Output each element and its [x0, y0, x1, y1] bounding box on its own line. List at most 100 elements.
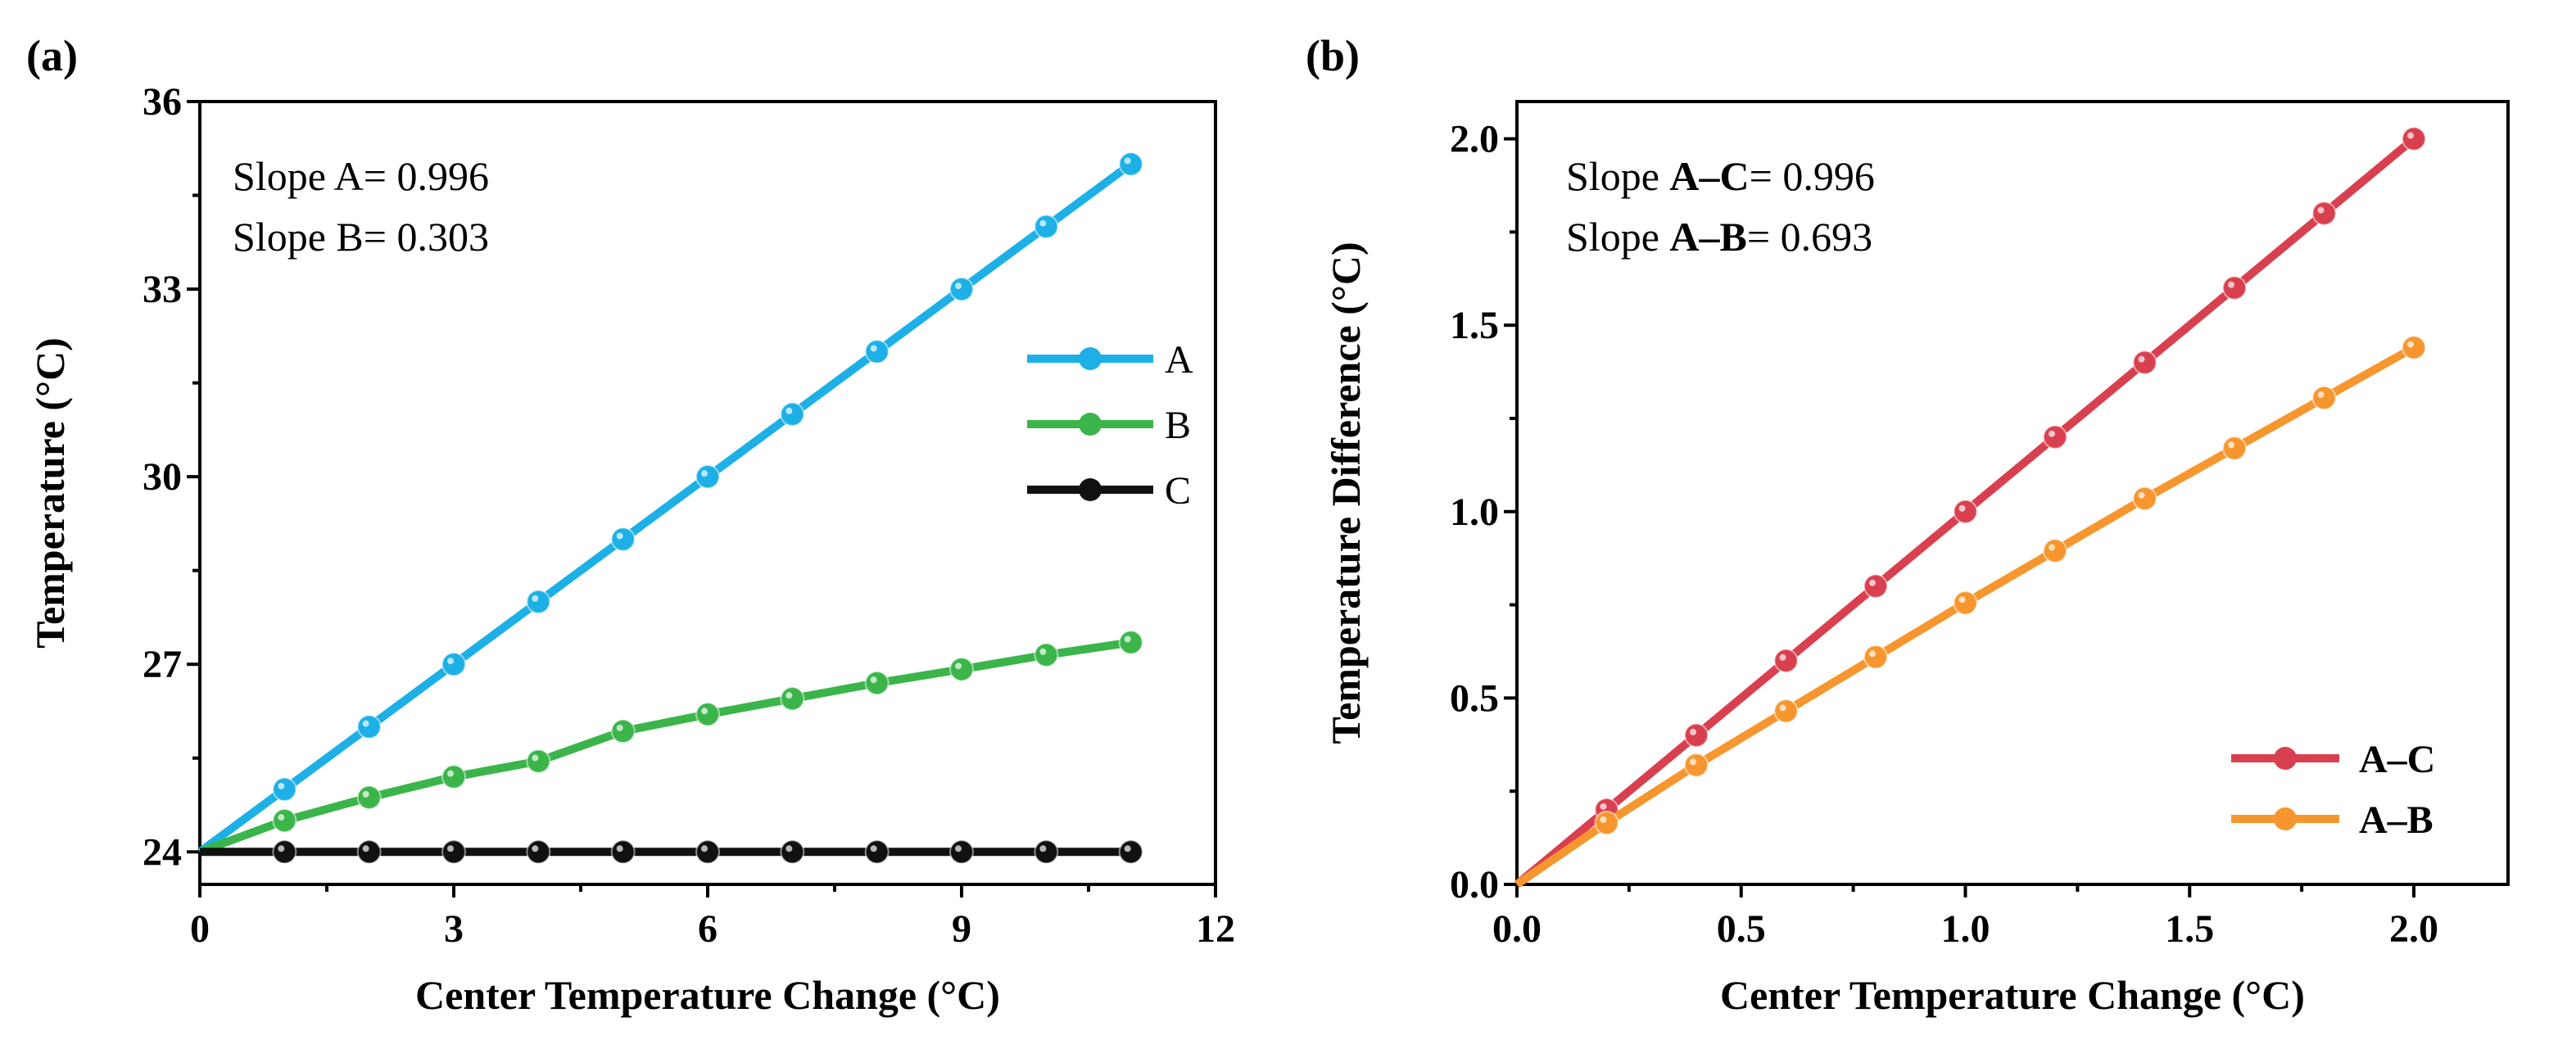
annotation-part: Slope	[1566, 153, 1669, 199]
data-point-highlight	[532, 845, 539, 852]
data-point-highlight	[1779, 704, 1786, 712]
data-point	[2311, 201, 2337, 226]
x-axis-label: Center Temperature Change (°C)	[1720, 972, 2305, 1018]
data-point-highlight	[1124, 635, 1131, 643]
data-point-highlight	[1039, 648, 1047, 655]
series-A–C: A–C	[1514, 126, 2435, 888]
data-point	[2132, 486, 2157, 511]
data-point	[780, 839, 805, 865]
data-point-highlight	[870, 345, 877, 352]
data-point-highlight	[1600, 803, 1607, 810]
legend-marker	[1079, 347, 1102, 370]
data-point-highlight	[1958, 504, 1966, 512]
legend-label: C	[1165, 469, 1191, 513]
y-tick-label: 1.5	[1450, 304, 1499, 347]
data-point	[1953, 499, 1978, 524]
series-B: B	[198, 404, 1191, 856]
data-point-highlight	[701, 845, 708, 852]
x-tick-label: 1.5	[2165, 907, 2214, 951]
slope-annotation: Slope A–B= 0.693	[1566, 214, 1872, 260]
annotation-part: A–B	[1669, 214, 1746, 260]
data-point	[1034, 214, 1059, 239]
data-point-highlight	[870, 845, 877, 852]
legend-label: A–B	[2359, 798, 2433, 842]
data-point	[356, 714, 382, 739]
data-point-highlight	[2228, 441, 2235, 449]
data-point	[1034, 839, 1059, 865]
data-point	[272, 839, 297, 865]
x-tick-label: 2.0	[2389, 907, 2438, 951]
data-point	[2402, 126, 2427, 151]
data-point	[695, 702, 720, 727]
legend-label: A	[1165, 338, 1193, 382]
data-point-highlight	[447, 770, 454, 777]
data-point	[1118, 151, 1143, 177]
data-point	[1684, 722, 1709, 748]
plot-frame	[1515, 100, 2510, 886]
y-tick-label: 30	[143, 455, 182, 499]
data-point	[526, 839, 551, 865]
x-tick-label: 6	[698, 907, 718, 951]
x-axis-label: Center Temperature Change (°C)	[415, 972, 1000, 1018]
legend-marker	[1079, 413, 1102, 436]
y-tick-label: 27	[143, 643, 182, 686]
data-point	[272, 808, 297, 834]
data-point	[1594, 810, 1619, 835]
y-tick-label: 36	[143, 80, 182, 124]
x-tick-label: 9	[952, 907, 971, 951]
data-point-highlight	[1779, 653, 1786, 661]
data-point-highlight	[616, 845, 623, 852]
data-point	[1953, 590, 1978, 616]
legend-label: A–C	[2359, 738, 2435, 781]
x-tick-label: 0.0	[1492, 907, 1542, 951]
data-point-highlight	[278, 845, 285, 852]
data-point	[949, 277, 974, 302]
data-point-highlight	[785, 692, 793, 699]
y-axis-label: Temperature Difference (°C)	[1323, 242, 1369, 744]
x-tick-label: 0	[190, 907, 210, 951]
y-axis-label: Temperature (°C)	[27, 337, 73, 649]
data-point	[780, 401, 805, 427]
data-point	[526, 589, 551, 614]
data-point	[2132, 350, 2157, 375]
data-point	[695, 464, 720, 490]
data-point-highlight	[362, 790, 369, 798]
data-point	[441, 652, 466, 677]
data-point-highlight	[1869, 650, 1877, 658]
data-point	[1118, 630, 1143, 655]
data-point-highlight	[955, 845, 962, 852]
data-point-highlight	[362, 845, 369, 852]
data-point-highlight	[616, 532, 623, 540]
data-point-highlight	[1039, 845, 1047, 852]
series-A–B: A–B	[1514, 335, 2433, 888]
data-point-highlight	[2407, 132, 2415, 139]
data-point	[2222, 275, 2248, 301]
data-point	[610, 527, 636, 552]
slope-annotation: Slope B= 0.303	[233, 214, 489, 260]
data-point	[1118, 839, 1143, 865]
data-point	[2402, 335, 2427, 360]
legend-marker	[2274, 747, 2297, 770]
series-line	[198, 638, 1132, 856]
data-point-highlight	[2138, 355, 2145, 363]
x-tick-label: 3	[444, 907, 464, 951]
data-point-highlight	[1600, 816, 1607, 823]
data-point-highlight	[2317, 391, 2325, 398]
data-point	[1863, 573, 1889, 599]
data-point	[272, 776, 297, 802]
data-point-highlight	[278, 782, 285, 789]
annotation-part: Slope	[1566, 214, 1669, 260]
panel-label: (a)	[26, 31, 78, 80]
data-point-highlight	[532, 754, 539, 762]
legend-label: B	[1165, 404, 1191, 447]
y-tick-label: 2.0	[1450, 118, 1499, 161]
data-point	[1863, 644, 1889, 670]
data-point	[356, 839, 382, 865]
panel-label: (b)	[1306, 31, 1360, 80]
chart-panel-b: (b) 0.0 0.5 1.0 1.5 2.0 0.0 0.5 1.0 1.5 2.0 Center …	[1306, 31, 2510, 1018]
data-point-highlight	[955, 283, 962, 290]
data-point	[441, 764, 466, 789]
data-point	[1773, 699, 1799, 724]
